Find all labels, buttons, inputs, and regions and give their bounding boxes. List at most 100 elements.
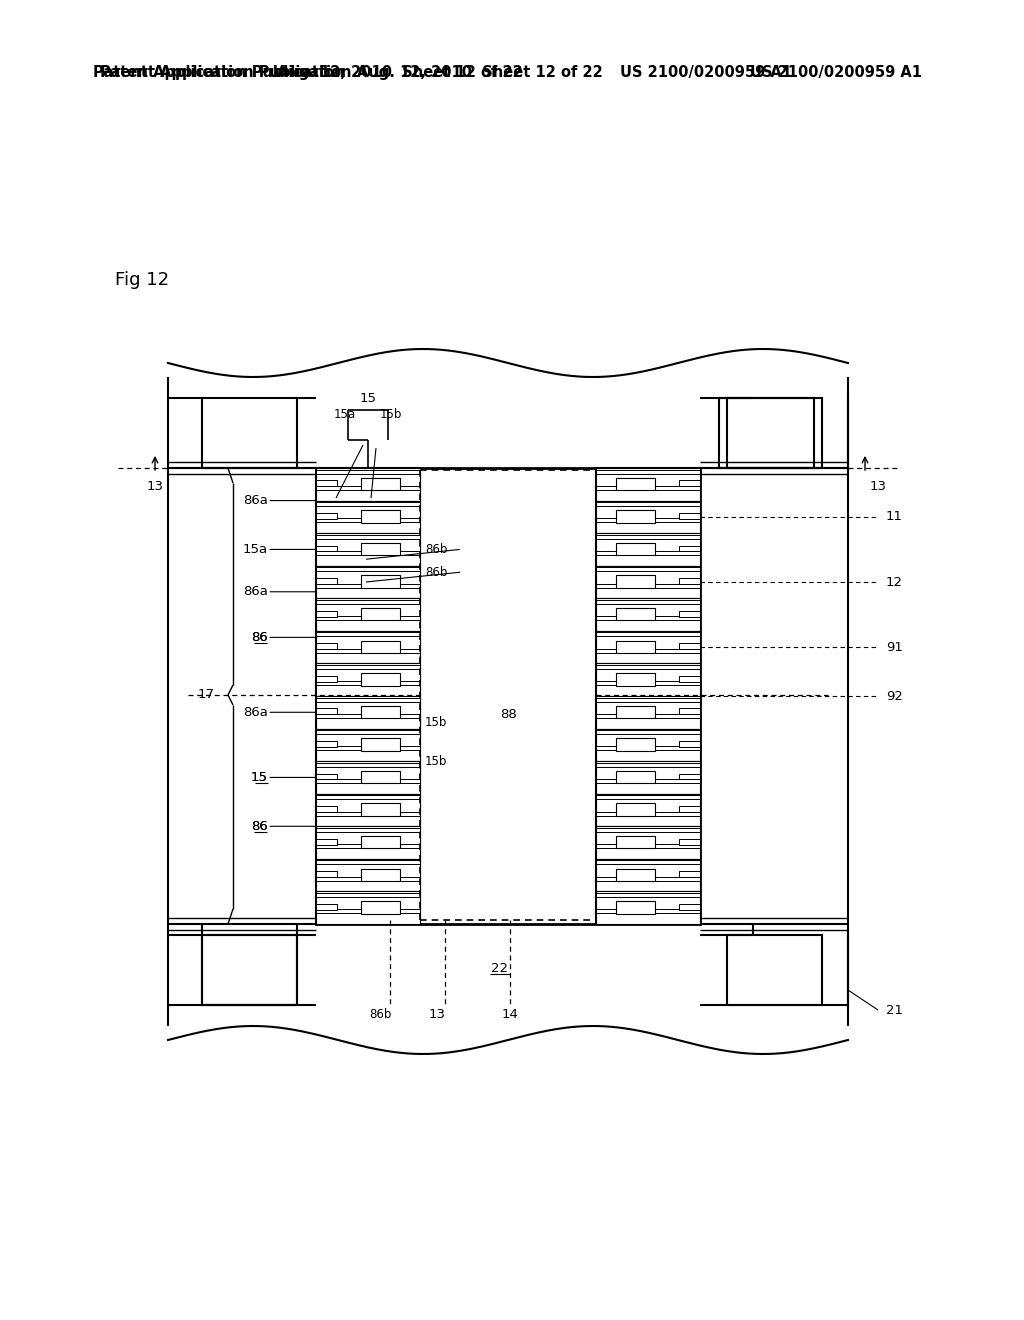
- Bar: [360, 640, 400, 653]
- Bar: [596, 665, 700, 669]
- Text: 15b: 15b: [425, 755, 447, 768]
- Text: 15a: 15a: [243, 543, 268, 556]
- Bar: [596, 845, 700, 849]
- Text: Aug. 12, 2010  Sheet 12 of 22: Aug. 12, 2010 Sheet 12 of 22: [278, 65, 523, 79]
- Bar: [316, 762, 420, 793]
- Bar: [596, 519, 700, 523]
- Bar: [360, 706, 400, 718]
- Bar: [316, 796, 420, 799]
- Bar: [679, 774, 700, 779]
- Bar: [596, 730, 700, 734]
- Bar: [316, 533, 420, 566]
- Bar: [596, 681, 700, 685]
- Bar: [615, 902, 655, 913]
- Bar: [316, 845, 420, 849]
- Bar: [596, 763, 700, 767]
- Bar: [316, 599, 420, 603]
- Bar: [615, 869, 655, 880]
- Bar: [615, 609, 655, 620]
- Bar: [316, 519, 420, 523]
- Bar: [316, 616, 420, 620]
- Text: US 2100/0200959 A1: US 2100/0200959 A1: [750, 65, 922, 79]
- Bar: [596, 894, 700, 898]
- Bar: [615, 771, 655, 783]
- Bar: [596, 861, 700, 865]
- Bar: [596, 486, 700, 490]
- Text: 86: 86: [251, 820, 268, 833]
- Text: 11: 11: [886, 511, 903, 523]
- Bar: [360, 511, 400, 523]
- Bar: [615, 738, 655, 751]
- Bar: [596, 632, 700, 636]
- Bar: [360, 609, 400, 620]
- Bar: [727, 399, 822, 469]
- Bar: [316, 828, 420, 832]
- Bar: [360, 902, 400, 913]
- Bar: [316, 578, 337, 583]
- Bar: [596, 500, 700, 533]
- Bar: [679, 871, 700, 876]
- Bar: [316, 470, 420, 474]
- Bar: [596, 828, 700, 832]
- Bar: [316, 729, 420, 762]
- Bar: [316, 550, 420, 554]
- Text: 13: 13: [428, 1007, 445, 1020]
- Bar: [596, 535, 700, 539]
- Bar: [596, 859, 700, 891]
- Bar: [596, 909, 700, 913]
- Bar: [316, 502, 420, 506]
- Text: 86a: 86a: [243, 494, 268, 507]
- Bar: [596, 729, 700, 762]
- Bar: [316, 763, 420, 767]
- Bar: [596, 779, 700, 783]
- Bar: [316, 568, 420, 572]
- Text: 86a: 86a: [243, 706, 268, 719]
- Bar: [596, 698, 700, 701]
- Bar: [596, 469, 700, 500]
- Bar: [316, 909, 420, 913]
- Bar: [719, 399, 814, 469]
- Bar: [316, 643, 337, 649]
- Bar: [615, 543, 655, 556]
- Text: 88: 88: [500, 709, 517, 722]
- Bar: [316, 469, 420, 924]
- Bar: [316, 838, 337, 845]
- Bar: [596, 747, 700, 750]
- Bar: [679, 807, 700, 812]
- Bar: [679, 741, 700, 747]
- Bar: [596, 876, 700, 880]
- Bar: [679, 480, 700, 486]
- Bar: [316, 812, 420, 816]
- Bar: [316, 469, 700, 924]
- Bar: [316, 779, 420, 783]
- Bar: [596, 568, 700, 572]
- Bar: [596, 599, 700, 603]
- Bar: [596, 469, 700, 924]
- Bar: [316, 500, 420, 533]
- Bar: [316, 793, 420, 826]
- Bar: [316, 807, 337, 812]
- Bar: [679, 904, 700, 909]
- Text: Aug. 12, 2010  Sheet 12 of 22: Aug. 12, 2010 Sheet 12 of 22: [357, 65, 603, 79]
- Bar: [596, 664, 700, 696]
- Bar: [596, 891, 700, 924]
- Text: 86: 86: [251, 631, 268, 644]
- Bar: [596, 796, 700, 799]
- Bar: [596, 533, 700, 566]
- Bar: [360, 869, 400, 880]
- Text: 15a: 15a: [334, 408, 356, 421]
- Bar: [316, 598, 420, 631]
- Bar: [596, 714, 700, 718]
- Bar: [615, 804, 655, 816]
- Bar: [316, 696, 420, 729]
- Bar: [596, 470, 700, 474]
- Bar: [202, 935, 297, 1005]
- Text: 15: 15: [251, 771, 268, 784]
- Bar: [596, 648, 700, 652]
- Text: 17: 17: [198, 689, 215, 701]
- Bar: [596, 616, 700, 620]
- Bar: [316, 859, 420, 891]
- Bar: [202, 935, 297, 1005]
- Bar: [316, 894, 420, 898]
- Bar: [316, 611, 337, 616]
